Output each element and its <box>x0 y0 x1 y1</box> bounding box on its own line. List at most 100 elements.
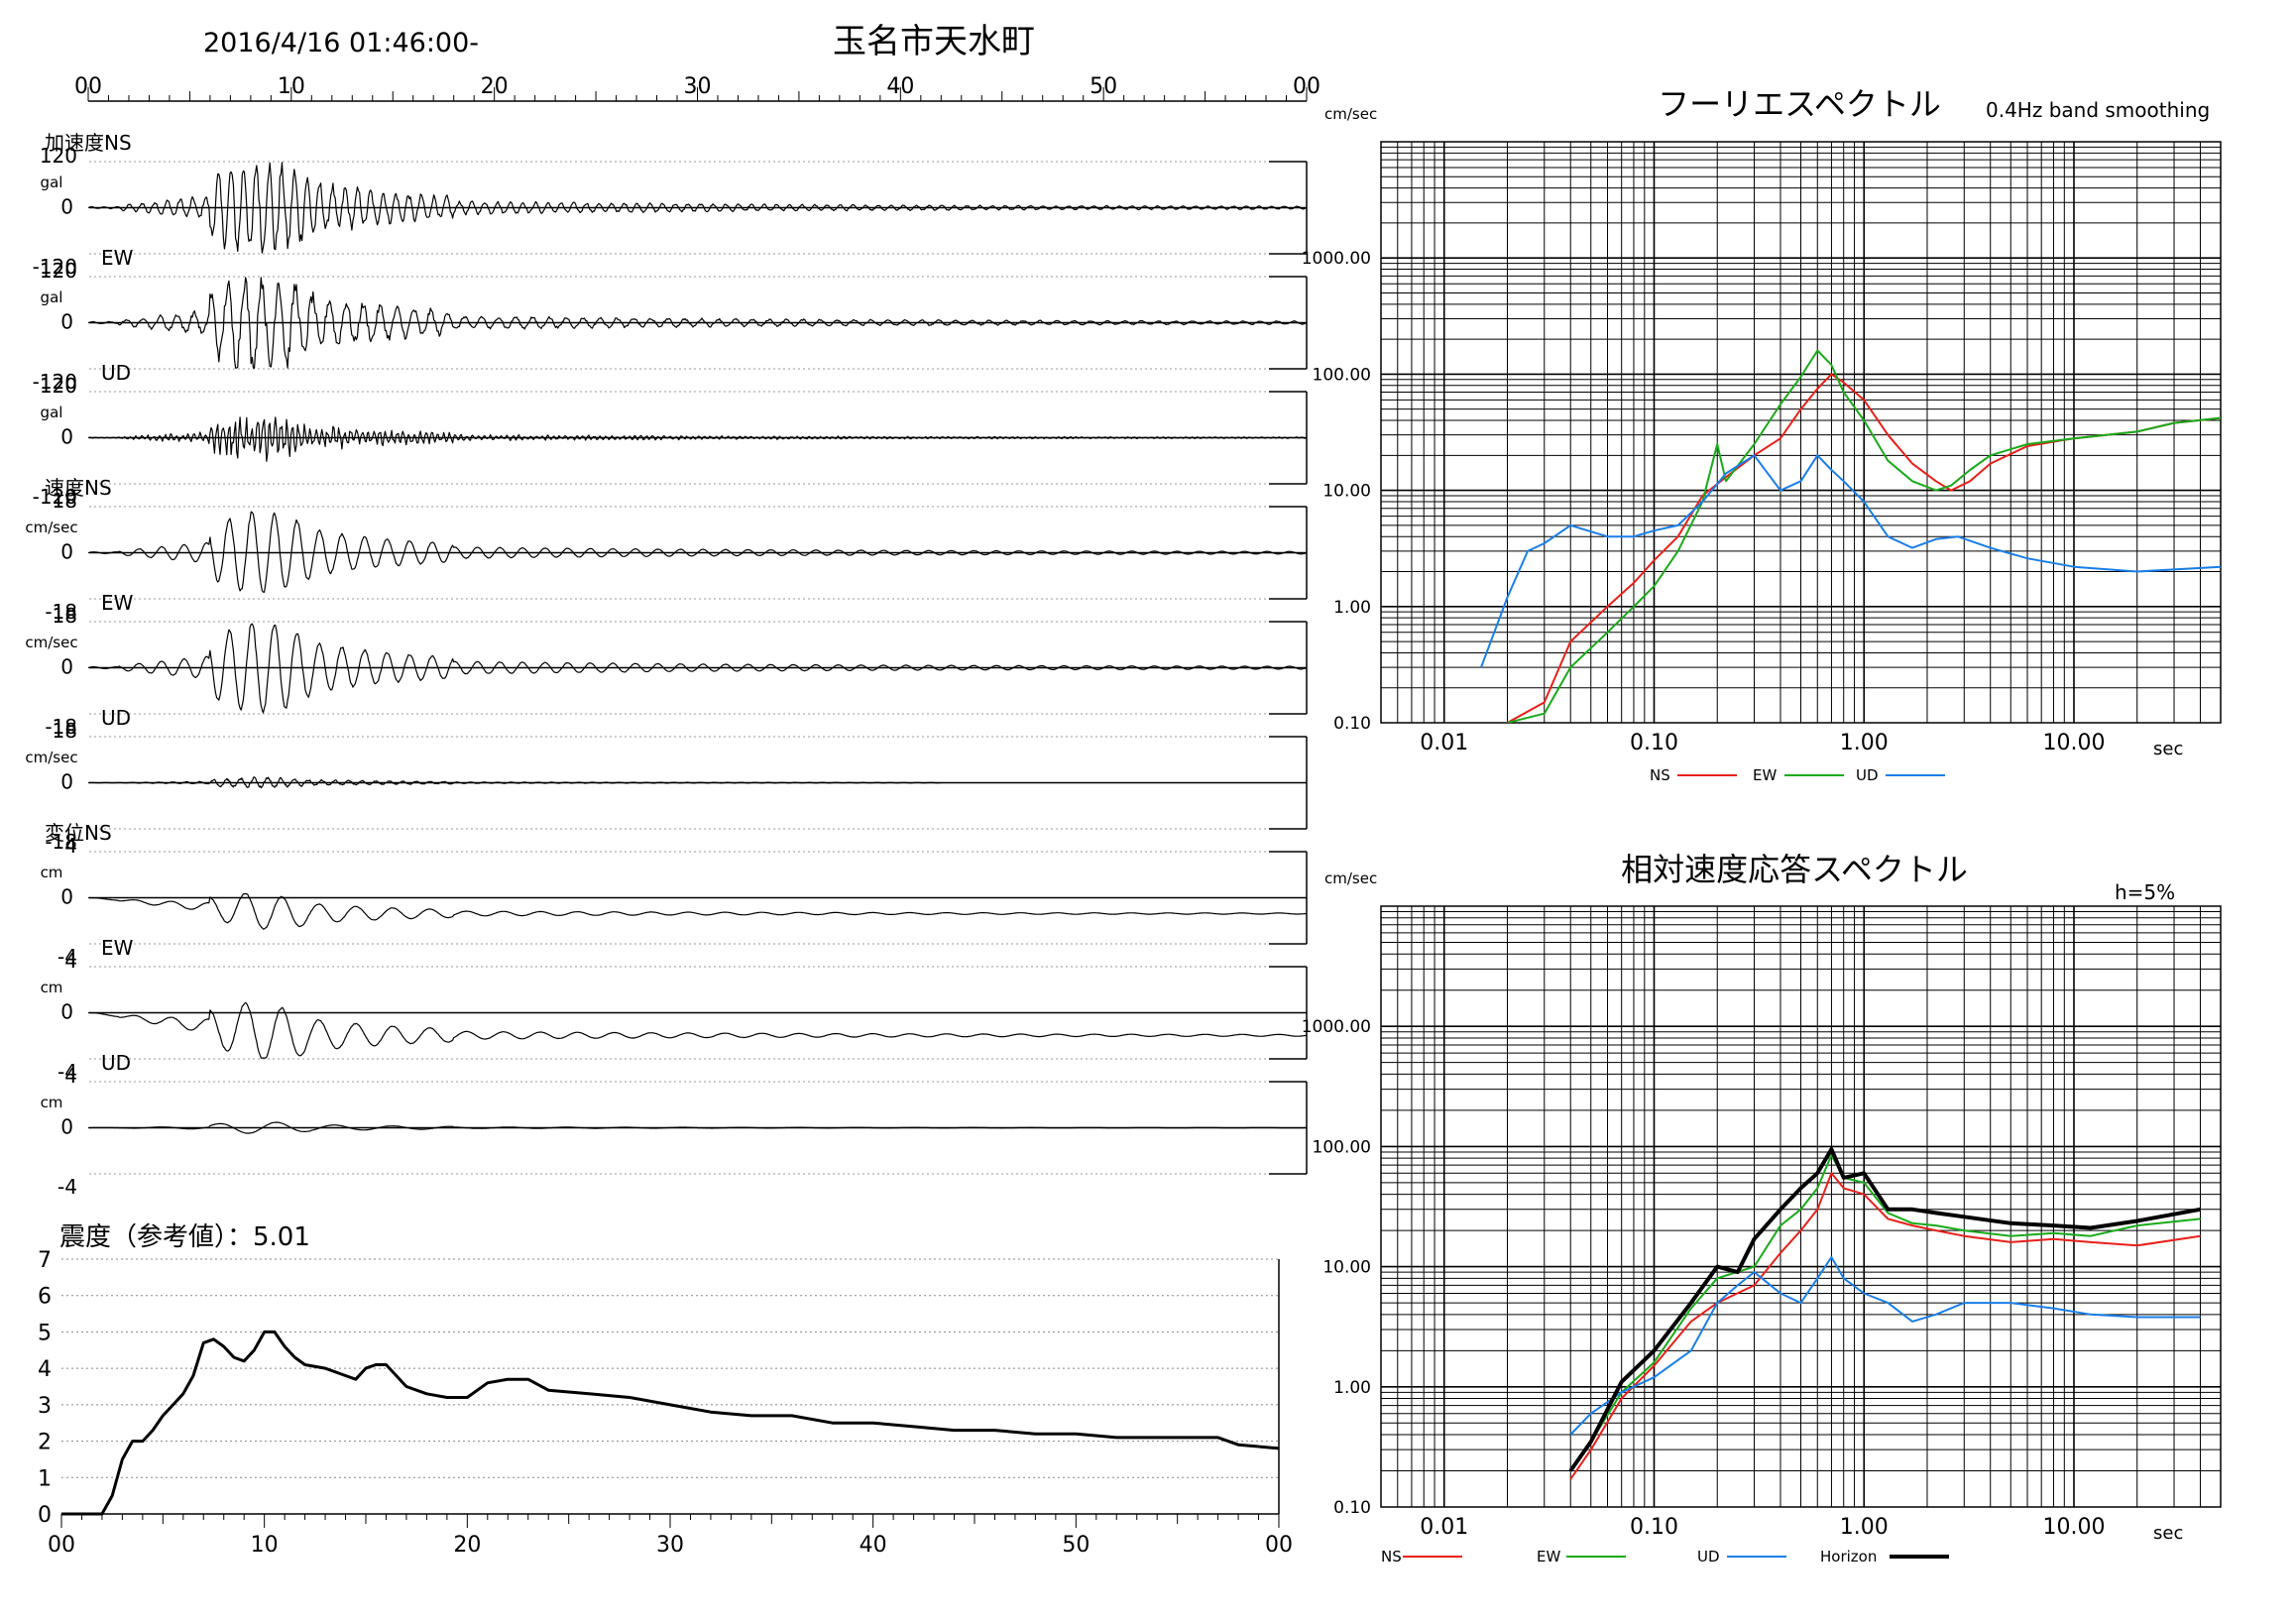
spectrum-y-tick-label: 0.10 <box>1333 1498 1371 1518</box>
spectrum-y-tick-label: 1000.00 <box>1302 249 1371 269</box>
min-label: -4 <box>57 1175 77 1199</box>
intensity-y-tick-label: 6 <box>38 1285 52 1310</box>
spectrum-subtitle: h=5% <box>2115 880 2175 904</box>
unit-label: gal <box>41 289 63 306</box>
waveform-panel: UD 4cm 0 -4 <box>41 1051 1308 1199</box>
intensity-chart: 震度（参考値）：5.01 0 1 2 3 4 5 6 7 00 10 20 30 40 50 00 <box>38 1222 1293 1558</box>
unit-label: cm <box>41 979 63 996</box>
top-time-axis: 00 10 20 30 40 50 00 <box>74 74 1320 102</box>
min-label: -120 <box>33 485 77 509</box>
intensity-y-tick-label: 5 <box>38 1321 52 1345</box>
intensity-x-tick-label: 30 <box>656 1533 684 1558</box>
legend-label: UD <box>1856 766 1879 784</box>
spectrum-x-tick-label: 0.01 <box>1420 1515 1468 1540</box>
min-label: -120 <box>33 370 77 394</box>
unit-label: cm/sec <box>25 519 77 536</box>
top-axis-tick-label: 10 <box>278 74 305 99</box>
max-label: 120 <box>40 144 77 168</box>
spectrum-x-axis-label: sec <box>2153 1523 2183 1544</box>
legend-label: Horizon <box>1820 1548 1877 1565</box>
spectrum-frame <box>1380 141 2222 724</box>
top-axis-tick-label: 00 <box>1293 74 1320 99</box>
component-label: EW <box>101 246 134 270</box>
max-label: 18 <box>53 489 77 513</box>
spectrum-series-ew <box>1507 349 2221 723</box>
spectrum-x-tick-label: 0.01 <box>1420 731 1468 755</box>
max-label: 120 <box>40 374 77 398</box>
spectrum-y-tick-label: 1.00 <box>1333 1378 1371 1398</box>
min-label: -4 <box>57 1060 77 1084</box>
group-component-label: 速度NS <box>45 476 112 500</box>
top-axis-tick-label: 50 <box>1090 74 1117 99</box>
min-label: -4 <box>57 945 77 969</box>
waveform-trace <box>87 511 1308 593</box>
zero-label: 0 <box>60 770 73 794</box>
component-label: UD <box>101 361 131 385</box>
legend-label: EW <box>1753 766 1777 784</box>
intensity-x-tick-label: 00 <box>48 1533 75 1558</box>
spectrum-y-tick-label: 10.00 <box>1322 482 1371 502</box>
zero-label: 0 <box>60 885 73 909</box>
intensity-y-tick-label: 0 <box>38 1503 52 1528</box>
spectrum-frame <box>1380 905 2222 1508</box>
legend-label: NS <box>1381 1548 1402 1565</box>
min-label: -18 <box>45 830 77 854</box>
intensity-x-tick-label: 50 <box>1062 1533 1090 1558</box>
spectrum-legend: NS EW UD <box>1650 766 1945 784</box>
legend-label: UD <box>1697 1548 1720 1565</box>
waveform-panel: UD 18 cm/sec 0 -18 <box>25 706 1308 854</box>
intensity-y-tick-label: 2 <box>38 1431 52 1455</box>
intensity-x-tick-label: 10 <box>251 1533 279 1558</box>
intensity-x-tick-label: 00 <box>1265 1533 1293 1558</box>
intensity-y-tick-label: 7 <box>38 1248 52 1273</box>
spectrum-y-axis-label: cm/sec <box>1324 105 1377 123</box>
waveform-panel: EW 18 cm/sec 0 -18 <box>25 591 1308 739</box>
spectrum-series-ud <box>1480 454 2221 668</box>
spectrum-x-tick-label: 1.00 <box>1840 1515 1889 1540</box>
zero-label: 0 <box>60 310 73 334</box>
waveform-trace <box>87 623 1308 714</box>
waveform-panel: EW 120 gal 0 -120 <box>33 246 1308 394</box>
waveform-trace <box>88 1121 1307 1134</box>
waveform-panel: EW 4cm 0 -4 <box>41 936 1308 1084</box>
waveform-trace <box>87 162 1308 254</box>
intensity-y-tick-label: 1 <box>38 1466 52 1491</box>
max-label: 4 <box>64 1064 77 1088</box>
min-label: -18 <box>45 715 77 739</box>
intensity-title: 震度（参考値）：5.01 <box>59 1222 310 1252</box>
spectrum-series-horizon <box>1568 1147 2201 1472</box>
top-axis-tick-label: 30 <box>684 74 712 99</box>
max-label: 4 <box>64 949 77 973</box>
intensity-y-tick-label: 3 <box>38 1394 52 1419</box>
spectrum-y-tick-label: 1000.00 <box>1302 1017 1371 1037</box>
waveform-trace <box>87 416 1308 462</box>
min-label: -120 <box>33 255 77 279</box>
legend-label: EW <box>1537 1548 1560 1565</box>
component-label: EW <box>101 591 134 615</box>
component-label: UD <box>101 1051 131 1075</box>
spectrum-x-tick-label: 1.00 <box>1840 731 1889 755</box>
station-title: 玉名市天水町 <box>833 22 1035 61</box>
intensity-x-tick-label: 40 <box>860 1533 887 1558</box>
spectrum-x-tick-label: 0.10 <box>1630 1515 1678 1540</box>
spectrum-series-ns <box>1507 373 2221 723</box>
fourier-spectrum-chart: 0.10 1.00 10.00 100.00 1000.00 0.01 0.10 1.00 10… <box>1302 85 2222 784</box>
unit-label: cm <box>41 864 63 881</box>
unit-label: cm <box>41 1094 63 1111</box>
max-label: 18 <box>53 719 77 743</box>
component-label: UD <box>101 706 131 730</box>
max-label: 18 <box>53 604 77 628</box>
spectrum-y-tick-label: 1.00 <box>1333 598 1371 618</box>
spectrum-y-tick-label: 100.00 <box>1313 365 1371 385</box>
waveform-trace <box>88 893 1308 930</box>
unit-label: gal <box>41 174 63 191</box>
spectrum-subtitle: 0.4Hz band smoothing <box>1986 98 2210 122</box>
intensity-y-tick-label: 4 <box>38 1357 52 1382</box>
group-component-label: 変位NS <box>45 821 112 845</box>
zero-label: 0 <box>60 540 73 564</box>
spectrum-y-tick-label: 100.00 <box>1313 1137 1371 1157</box>
